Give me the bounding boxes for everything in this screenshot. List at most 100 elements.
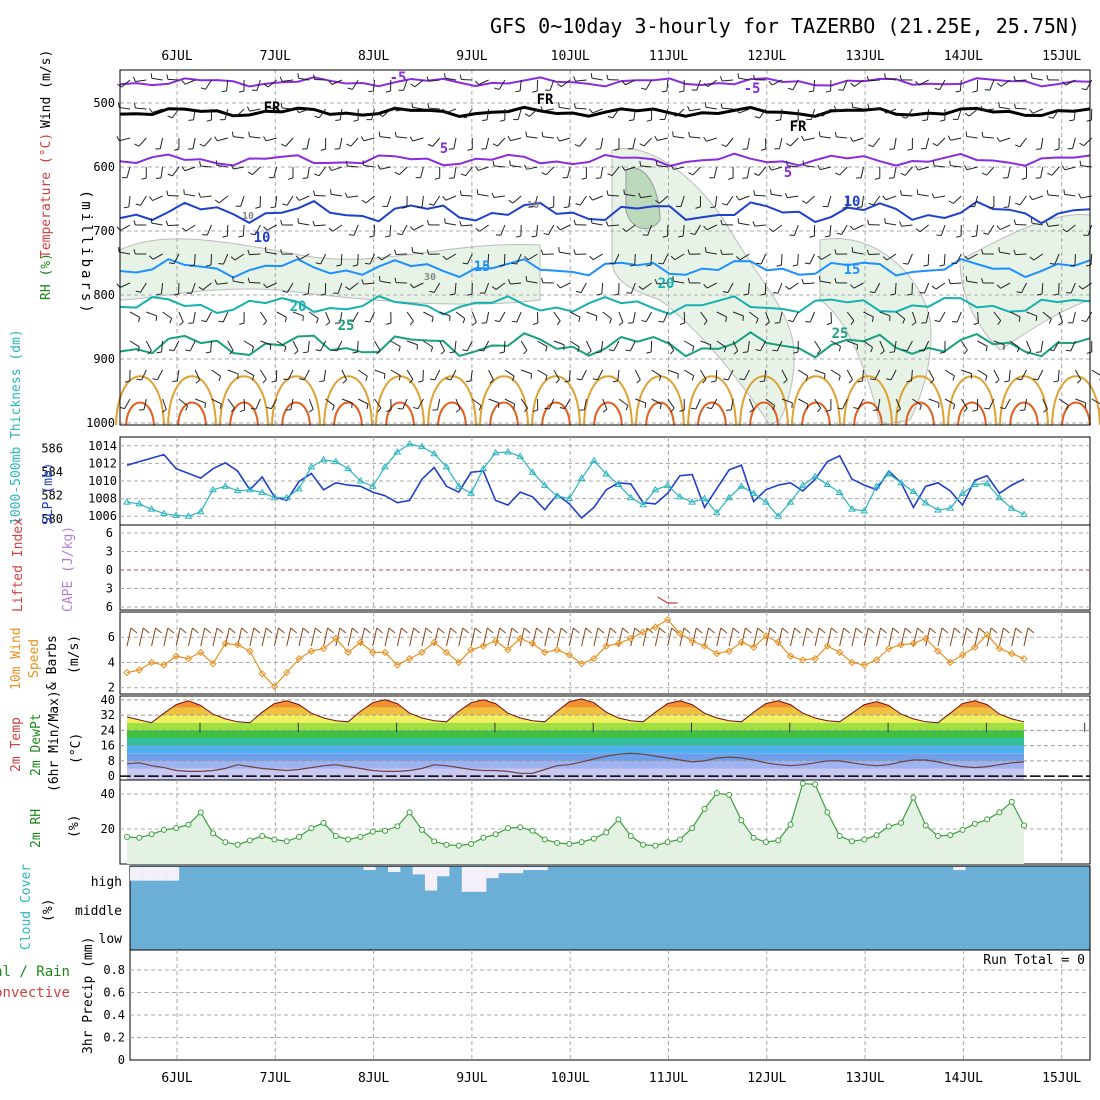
upper-barb-flag bbox=[884, 218, 886, 224]
upper-barb bbox=[266, 224, 277, 231]
upper-barb-flag bbox=[449, 177, 455, 179]
wind10m-barb-flag bbox=[302, 627, 310, 634]
slp-point bbox=[159, 509, 168, 517]
upper-barb-flag bbox=[315, 349, 321, 352]
upper-barb bbox=[893, 340, 897, 352]
upper-barb bbox=[706, 282, 718, 289]
slp-point bbox=[958, 489, 967, 496]
upper-barb bbox=[495, 282, 506, 290]
upper-barb-flag bbox=[252, 375, 255, 381]
slp-point bbox=[823, 480, 832, 488]
wind10m-barb bbox=[1023, 627, 1029, 647]
upper-barb bbox=[510, 137, 522, 142]
upper-barb bbox=[977, 369, 988, 377]
upper-barb-flag bbox=[361, 279, 365, 285]
upper-barb-flag bbox=[638, 192, 642, 198]
upper-barb-flag bbox=[618, 321, 624, 326]
upper-barb-flag bbox=[444, 73, 446, 79]
wind10m-point bbox=[184, 654, 193, 663]
upper-barb-flag bbox=[817, 164, 821, 170]
wind10m-barb bbox=[200, 627, 206, 647]
upper-barb bbox=[905, 108, 913, 119]
upper-barb bbox=[645, 79, 653, 90]
upper-barb bbox=[390, 369, 401, 376]
upper-barb-flag bbox=[608, 349, 614, 352]
rh2m-point bbox=[603, 829, 610, 836]
upper-barb-flag bbox=[1000, 407, 1006, 410]
wind10m-barb-flag bbox=[769, 627, 777, 634]
hot-arc bbox=[593, 401, 623, 426]
upper-barb bbox=[363, 137, 375, 142]
upper-barb-flag bbox=[508, 279, 511, 285]
upper-barb bbox=[830, 369, 841, 377]
upper-barb bbox=[977, 311, 979, 324]
upper-barb-flag bbox=[1015, 202, 1021, 206]
upper-barb bbox=[381, 253, 392, 261]
upper-barb bbox=[1041, 282, 1044, 295]
upper-barb bbox=[254, 224, 261, 235]
tick-label: 40 bbox=[101, 693, 115, 707]
wind10m-barb bbox=[470, 627, 476, 647]
upper-barb bbox=[659, 195, 669, 204]
temp2m-unit: (°C) bbox=[69, 733, 84, 764]
upper-barb-flag bbox=[185, 349, 191, 352]
day-label-bottom: 10JUL bbox=[551, 1071, 590, 1086]
upper-barb bbox=[160, 282, 164, 294]
upper-barb-flag bbox=[409, 283, 414, 289]
slp-point bbox=[430, 449, 439, 457]
upper-barb-flag bbox=[870, 347, 874, 353]
upper-barb-flag bbox=[376, 350, 381, 355]
upper-barb bbox=[432, 137, 441, 147]
slp-point bbox=[282, 493, 291, 501]
warm-arc bbox=[635, 375, 685, 426]
upper-barb-flag bbox=[330, 189, 332, 195]
warm-arc bbox=[687, 375, 737, 426]
upper-barb bbox=[401, 224, 408, 235]
upper-barb bbox=[1054, 253, 1060, 265]
upper-barb-flag bbox=[792, 264, 798, 267]
wind10m-barb-flag bbox=[904, 627, 912, 634]
upper-barb-flag bbox=[199, 143, 205, 147]
upper-barb-flag bbox=[123, 206, 129, 209]
upper-barb-flag bbox=[737, 218, 740, 224]
upper-barb bbox=[243, 340, 254, 348]
upper-barb-flag bbox=[802, 160, 805, 166]
upper-barb bbox=[1031, 222, 1043, 226]
isotherm-line bbox=[119, 200, 1091, 225]
upper-barb-flag bbox=[218, 262, 224, 265]
warm-arc bbox=[219, 375, 269, 426]
upper-barb bbox=[974, 195, 979, 207]
upper-barb-flag bbox=[614, 148, 620, 151]
upper-barb bbox=[176, 369, 180, 381]
upper-barb bbox=[265, 106, 277, 110]
slp-point bbox=[835, 488, 844, 495]
run-total-label: Run Total = 0 bbox=[983, 953, 1085, 968]
wind10m-barb-flag bbox=[880, 627, 887, 634]
upper-barb-flag bbox=[672, 131, 674, 137]
upper-barb-flag bbox=[295, 255, 301, 260]
upper-barb bbox=[521, 369, 532, 375]
upper-barb bbox=[579, 195, 587, 206]
upper-barb bbox=[674, 253, 685, 261]
upper-barb bbox=[911, 311, 917, 323]
upper-barb-flag bbox=[934, 88, 940, 91]
upper-barb bbox=[780, 253, 783, 266]
upper-barb-flag bbox=[1070, 264, 1076, 267]
wind10m-barb bbox=[384, 627, 390, 647]
upper-barb-flag bbox=[221, 90, 227, 93]
upper-barb bbox=[778, 137, 783, 149]
upper-barb-flag bbox=[735, 195, 740, 201]
upper-barb-flag bbox=[869, 291, 875, 294]
upper-barb bbox=[919, 224, 930, 233]
upper-barb-flag bbox=[303, 293, 309, 296]
upper-barb bbox=[477, 166, 489, 171]
wind10m-barb bbox=[421, 627, 427, 647]
upper-barb bbox=[863, 340, 873, 348]
upper-barb bbox=[642, 282, 652, 290]
upper-barb-flag bbox=[360, 136, 365, 142]
upper-barb-flag bbox=[661, 90, 667, 93]
upper-barb bbox=[433, 282, 441, 293]
upper-barb-flag bbox=[980, 105, 984, 111]
upper-barb-flag bbox=[985, 346, 988, 352]
upper-barb-flag bbox=[721, 144, 727, 148]
